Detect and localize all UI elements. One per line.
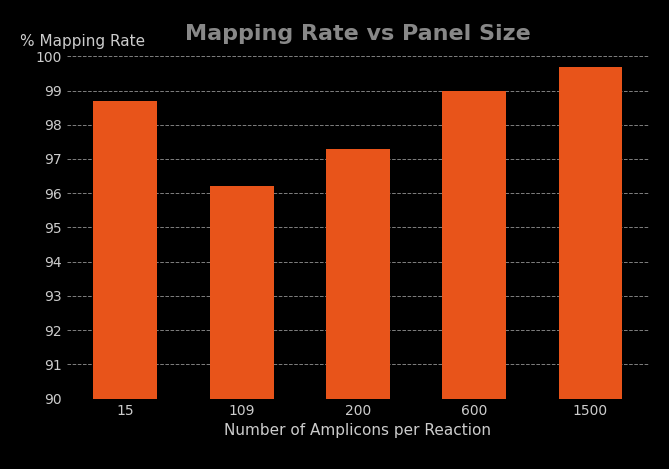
- Text: % Mapping Rate: % Mapping Rate: [20, 34, 145, 49]
- Bar: [326, 149, 390, 399]
- Bar: [442, 91, 506, 399]
- X-axis label: Number of Amplicons per Reaction: Number of Amplicons per Reaction: [224, 423, 492, 438]
- Title: Mapping Rate vs Panel Size: Mapping Rate vs Panel Size: [185, 23, 531, 44]
- Bar: [94, 101, 157, 399]
- Bar: [559, 67, 622, 399]
- Bar: [209, 186, 274, 399]
